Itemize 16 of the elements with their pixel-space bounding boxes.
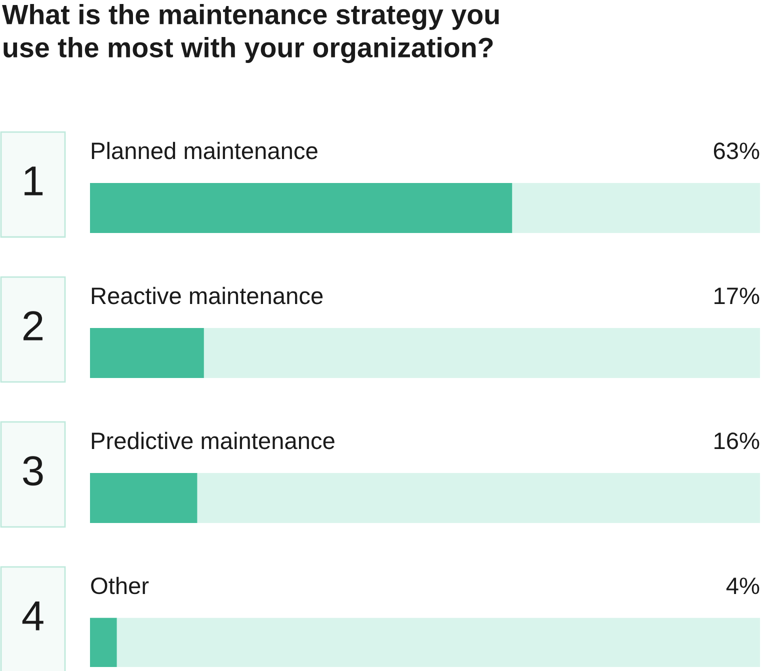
bar xyxy=(90,472,198,523)
data-label: 16% xyxy=(714,432,760,450)
y-tick-label: Other xyxy=(91,576,149,594)
text: 2 xyxy=(24,311,42,340)
text: 1 xyxy=(24,166,43,196)
chart-title: What is the maintenance strategy you use the most with your organization? xyxy=(2,4,499,64)
text: 3 xyxy=(23,456,43,486)
data-label: 4% xyxy=(726,578,760,594)
text: 4 xyxy=(22,602,44,630)
bar xyxy=(90,328,204,378)
y-tick-label: Planned maintenance xyxy=(92,142,318,160)
y-tick-label: Predictive maintenance xyxy=(92,432,334,450)
y-tick-label: Reactive maintenance xyxy=(92,286,323,304)
data-label: 63% xyxy=(714,142,760,160)
bar xyxy=(90,618,117,667)
data-label: 17% xyxy=(714,288,760,304)
